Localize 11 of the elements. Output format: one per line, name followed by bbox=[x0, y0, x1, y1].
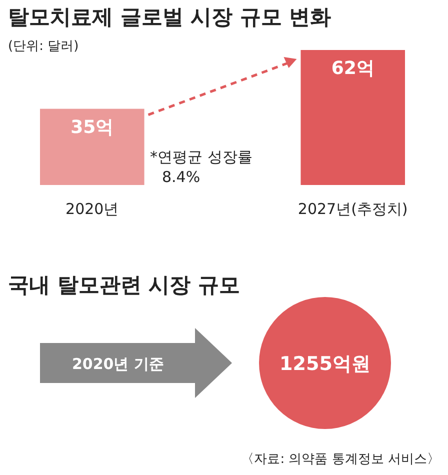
x-tick-label: 2020년 bbox=[66, 200, 119, 218]
annotation: *연평균 성장률 8.4% bbox=[150, 148, 252, 186]
text: 국내 탈모관련 시장 규모 bbox=[8, 273, 240, 297]
chart-title: 탈모치료제 글로벌 시장 규모 변화 bbox=[8, 5, 332, 29]
category-label: 2020년 기준 bbox=[72, 355, 164, 373]
x-tick-label: 2027년(추정치) bbox=[298, 200, 408, 218]
data-label: 1255억원 bbox=[280, 353, 370, 375]
data-label: 35억 bbox=[70, 116, 114, 138]
text: 〈자료: 의약품 통계정보 서비스〉 bbox=[241, 452, 440, 467]
chart-subtitle: (단위: 달러) bbox=[8, 39, 79, 54]
data-label: 62억 bbox=[331, 58, 374, 79]
